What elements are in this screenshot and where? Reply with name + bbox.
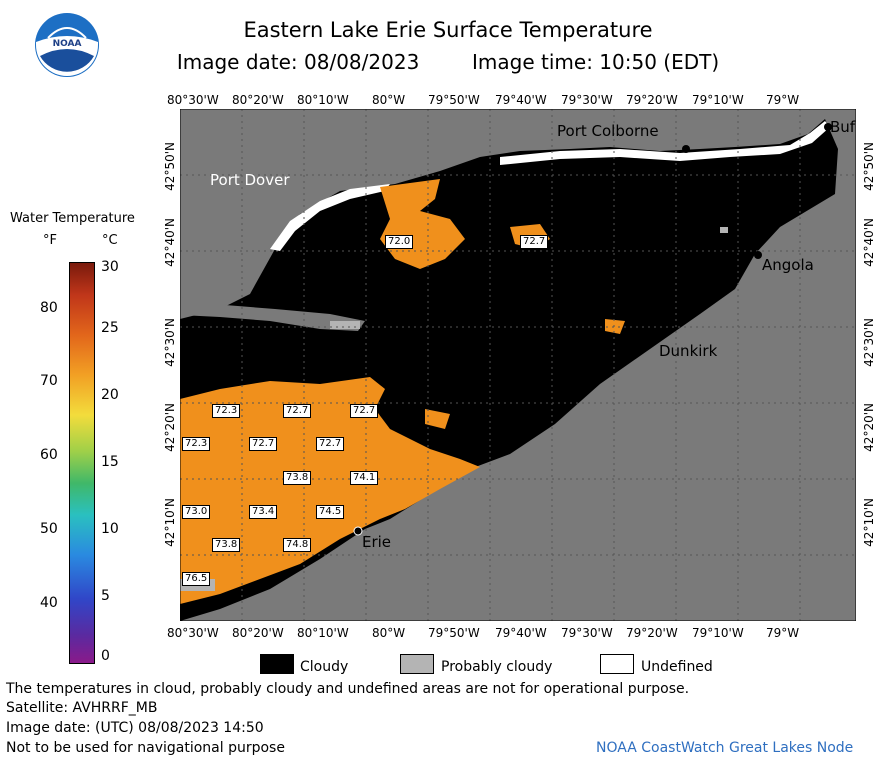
key-label-undefined: Undefined [641,659,713,675]
utc-date-text: Image date: (UTC) 08/08/2023 14:50 [6,720,264,736]
legend-tick-f: 50 [40,521,58,537]
marker-port-colborne [682,145,690,153]
disclaimer-text: The temperatures in cloud, probably clou… [6,681,690,697]
legend-tick-c: 5 [101,588,110,604]
legend-tick-c: 0 [101,648,110,664]
lon-label: 80°10'W [297,93,349,107]
lon-label: 80°10'W [297,626,349,640]
lon-label: 79°20'W [626,626,678,640]
graticule [180,109,856,621]
lon-label: 79°W [766,626,800,640]
temp-label: 74.1 [350,471,379,485]
credit-text: NOAA CoastWatch Great Lakes Node [596,740,854,756]
navigation-warning: Not to be used for navigational purpose [6,740,285,756]
temp-label: 73.8 [283,471,312,485]
temp-label: 74.5 [316,505,345,519]
key-label-probably-cloudy: Probably cloudy [441,659,553,675]
lat-label: 42°20'N [862,403,876,452]
legend-unit-c: °C [102,233,118,248]
label-port-colborne: Port Colborne [557,122,659,140]
lon-label: 79°20'W [626,93,678,107]
legend-tick-f: 70 [40,373,58,389]
lon-label: 80°W [372,93,406,107]
lon-label: 80°30'W [167,93,219,107]
label-angola: Angola [762,256,814,274]
legend-tick-f: 60 [40,447,58,463]
lat-label: 42°40'N [163,218,177,267]
lat-label: 42°50'N [862,142,876,191]
label-buffalo: Buf [830,118,856,136]
legend-tick-c: 25 [101,320,119,336]
label-port-dover: Port Dover [210,171,290,189]
map-subtitle: Image date: 08/08/2023 Image time: 10:50… [0,50,896,74]
lon-label: 80°20'W [232,93,284,107]
lat-label: 42°20'N [163,403,177,452]
key-swatch-probably-cloudy [400,654,434,674]
lon-label: 80°20'W [232,626,284,640]
map-title: Eastern Lake Erie Surface Temperature [243,18,653,42]
lon-label: 79°10'W [692,93,744,107]
legend-title: Water Temperature [10,211,135,226]
label-dunkirk: Dunkirk [659,342,718,360]
temp-label: 72.7 [283,404,312,418]
satellite-text: Satellite: AVHRRF_MB [6,700,158,716]
temp-label: 73.8 [212,538,241,552]
lon-label: 79°40'W [495,626,547,640]
lon-label: 79°W [766,93,800,107]
long-point [180,297,365,331]
temp-label: 73.4 [249,505,278,519]
lat-label: 42°50'N [163,142,177,191]
temp-label: 72.3 [182,437,211,451]
marker-erie [353,526,363,536]
marker-buffalo [824,123,832,131]
legend-unit-f: °F [43,233,57,248]
marker-angola [754,251,762,259]
key-swatch-undefined [600,654,634,674]
lat-label: 42°40'N [862,218,876,267]
legend-tick-c: 15 [101,454,119,470]
temp-label: 73.0 [182,505,211,519]
lon-label: 79°10'W [692,626,744,640]
lake-map [180,109,856,621]
lon-label: 80°W [372,626,406,640]
temp-label: 72.0 [385,235,414,249]
lat-label: 42°30'N [163,318,177,367]
legend-tick-c: 10 [101,521,119,537]
lat-label: 42°30'N [862,318,876,367]
temp-label: 74.8 [283,538,312,552]
key-label-cloudy: Cloudy [300,659,349,675]
svg-text:NOAA: NOAA [53,39,82,49]
legend-tick-c: 20 [101,387,119,403]
undefined-fringe-east [500,121,830,165]
legend-tick-c: 30 [101,259,119,275]
legend-tick-f: 80 [40,300,58,316]
lat-label: 42°10'N [163,498,177,547]
color-scale-bar [69,262,95,664]
lon-label: 79°30'W [561,93,613,107]
label-erie: Erie [362,533,392,551]
lon-label: 79°30'W [561,626,613,640]
noaa-logo: NOAA [35,13,99,77]
legend-tick-f: 40 [40,595,58,611]
lon-label: 79°40'W [495,93,547,107]
image-date: Image date: 08/08/2023 [176,50,420,74]
temp-label: 72.7 [316,437,345,451]
marker-dunkirk [648,338,656,346]
city-markers [353,123,832,536]
lon-label: 80°30'W [167,626,219,640]
temp-label: 72.3 [212,404,241,418]
lon-label: 79°50'W [428,626,480,640]
temp-label: 72.7 [520,235,549,249]
temp-label: 72.7 [350,404,379,418]
lon-label: 79°50'W [428,93,480,107]
lat-label: 42°10'N [862,498,876,547]
temp-label: 76.5 [182,572,211,586]
temp-label: 72.7 [249,437,278,451]
undefined-fringe-north [270,184,390,251]
image-time: Image time: 10:50 (EDT) [472,50,720,74]
key-swatch-cloudy [260,654,294,674]
